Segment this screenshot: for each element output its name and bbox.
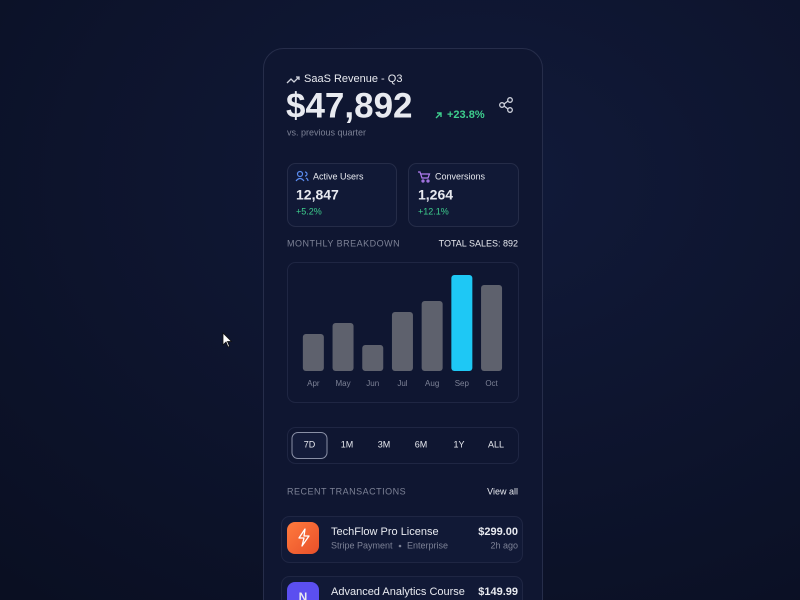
transaction-amount: $299.00: [478, 526, 518, 538]
timeframe-tab[interactable]: 1Y: [453, 439, 464, 449]
x-tick-label: Aug: [425, 379, 439, 388]
timeframe-tab[interactable]: 6M: [415, 439, 428, 449]
stat-change: +12.1%: [418, 206, 449, 216]
stat-label: Active Users: [313, 171, 364, 181]
transaction-method: Stripe Payment: [331, 540, 393, 550]
trend-icon: [286, 76, 300, 84]
stat-change: +5.2%: [296, 206, 322, 216]
revenue-change: +23.8%: [447, 109, 485, 121]
x-tick-label: May: [335, 379, 350, 388]
separator-dot: [398, 544, 402, 548]
bar: [391, 312, 413, 371]
transaction-time: 2h ago: [490, 540, 518, 550]
transaction-name: TechFlow Pro License: [331, 526, 439, 538]
bar: [302, 334, 324, 371]
timeframe-tab[interactable]: ALL: [488, 439, 504, 449]
transaction-row[interactable]: [281, 516, 523, 563]
x-tick-label: Oct: [485, 379, 498, 388]
timeframe-tab[interactable]: 7D: [304, 439, 316, 449]
stat-label: Conversions: [435, 171, 486, 181]
up-arrow: [435, 112, 442, 119]
card-title: SaaS Revenue - Q3: [304, 73, 402, 85]
stat-card: [287, 163, 397, 227]
bar: [362, 345, 384, 371]
stat-value: 12,847: [296, 187, 339, 203]
share-button[interactable]: [499, 97, 513, 113]
transaction-amount: $149.99: [478, 586, 518, 598]
lightning-icon: [298, 528, 310, 547]
chart-annotation: TOTAL SALES: 892: [439, 238, 518, 248]
x-tick-label: Jul: [397, 379, 407, 388]
timeframe-tab[interactable]: 3M: [378, 439, 391, 449]
revenue-value: $47,892: [286, 86, 413, 125]
selected-tab[interactable]: [291, 432, 328, 459]
transaction-icon-letter: N: [299, 590, 308, 600]
transaction-icon: [287, 582, 319, 600]
timeframe-tab[interactable]: 1M: [341, 439, 354, 449]
transaction-plan: Enterprise: [407, 540, 448, 550]
x-tick-label: Sep: [455, 379, 470, 388]
stat-card: [408, 163, 519, 227]
bar: [451, 275, 473, 371]
bar: [421, 301, 443, 371]
section-title: RECENT TRANSACTIONS: [287, 486, 406, 496]
chart-title: MONTHLY BREAKDOWN: [287, 238, 400, 248]
timeframe-bar: [287, 427, 519, 464]
stat-value: 1,264: [418, 187, 453, 203]
subtitle: vs. previous quarter: [287, 127, 366, 137]
bar: [332, 323, 354, 371]
cart-icon: [418, 171, 431, 183]
users-icon: [295, 170, 309, 182]
mouse-cursor: [222, 332, 233, 348]
view-all-link[interactable]: View all: [487, 486, 518, 496]
x-tick-label: Apr: [307, 379, 320, 388]
x-tick-label: Jun: [366, 379, 379, 388]
transaction-name: Advanced Analytics Course: [331, 586, 465, 598]
bar: [481, 285, 503, 371]
